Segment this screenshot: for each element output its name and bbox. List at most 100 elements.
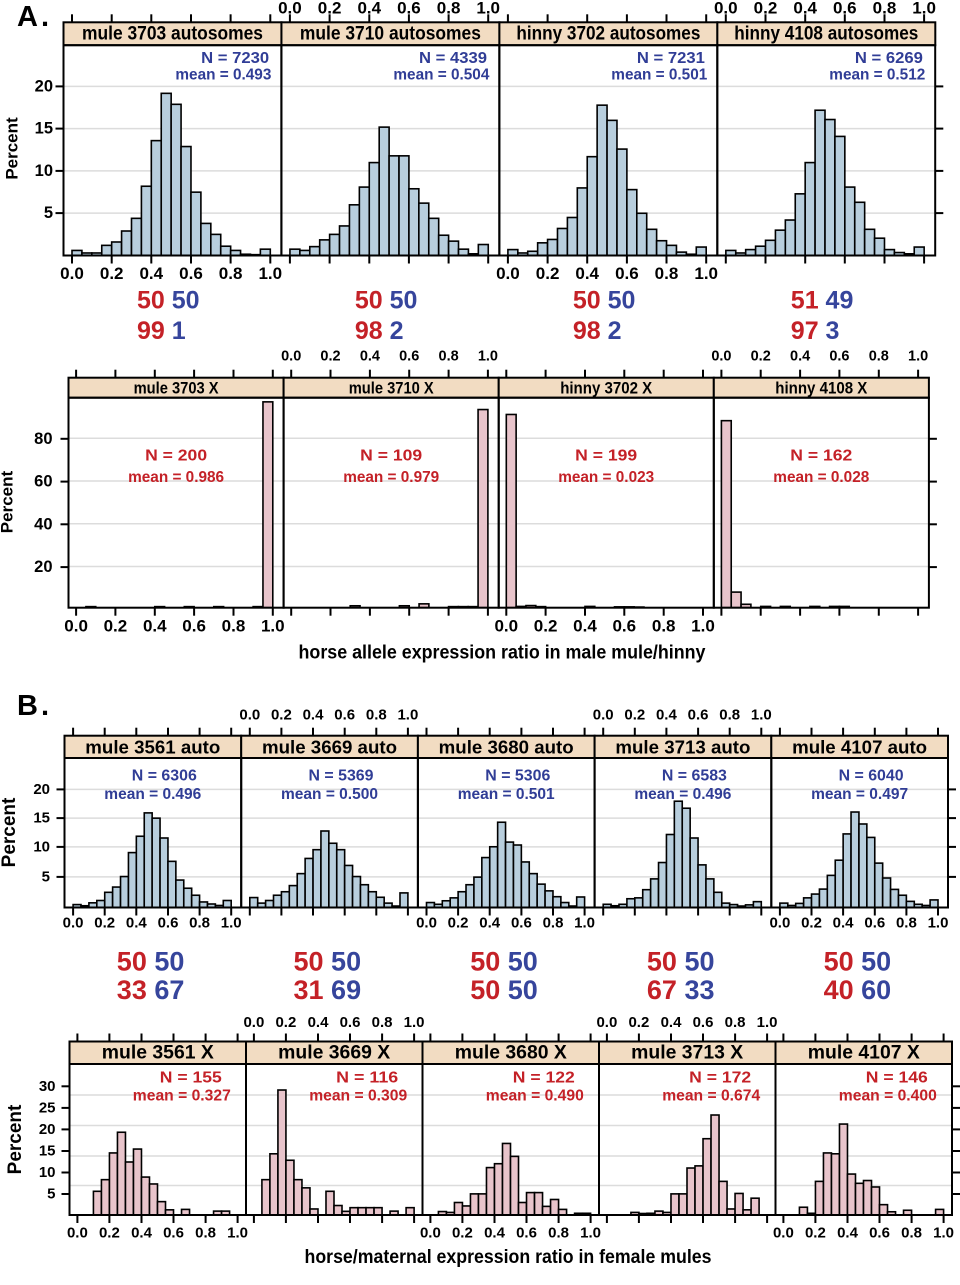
svg-text:10: 10 <box>33 838 50 855</box>
svg-text:mule 4107 auto: mule 4107 auto <box>792 737 927 757</box>
svg-text:0.0: 0.0 <box>711 348 731 364</box>
svg-text:0.2: 0.2 <box>448 915 469 932</box>
svg-text:0.8: 0.8 <box>437 0 461 18</box>
svg-text:1.0: 1.0 <box>580 1225 601 1242</box>
svg-text:0.8: 0.8 <box>439 348 459 364</box>
svg-text:0.6: 0.6 <box>693 1014 714 1031</box>
svg-text:0.0: 0.0 <box>494 617 518 636</box>
svg-text:50 50: 50 50 <box>573 287 636 315</box>
svg-text:1.0: 1.0 <box>258 264 282 283</box>
svg-text:mean = 0.400: mean = 0.400 <box>839 1088 937 1105</box>
svg-text:20: 20 <box>34 558 52 576</box>
svg-text:horse/maternal expression rati: horse/maternal expression ratio in femal… <box>305 1247 712 1268</box>
svg-text:N = 4339: N = 4339 <box>419 50 487 67</box>
svg-text:mule 3713 X: mule 3713 X <box>631 1043 743 1064</box>
svg-text:0.6: 0.6 <box>688 706 709 723</box>
svg-text:1.0: 1.0 <box>933 1225 954 1242</box>
svg-text:mean = 0.500: mean = 0.500 <box>281 786 378 803</box>
svg-text:0.6: 0.6 <box>179 264 203 283</box>
svg-text:0.4: 0.4 <box>573 617 597 636</box>
svg-text:0.8: 0.8 <box>719 706 740 723</box>
svg-text:mean = 0.501: mean = 0.501 <box>458 786 555 803</box>
svg-text:mean = 0.986: mean = 0.986 <box>128 469 224 486</box>
svg-text:mule 3703 X: mule 3703 X <box>134 379 220 398</box>
svg-text:0.6: 0.6 <box>334 706 355 723</box>
svg-text:mule 3680 auto: mule 3680 auto <box>439 737 574 757</box>
svg-text:N = 7230: N = 7230 <box>201 50 269 67</box>
svg-text:0.8: 0.8 <box>652 617 676 636</box>
svg-text:0.4: 0.4 <box>661 1014 683 1031</box>
svg-text:0.4: 0.4 <box>357 0 381 18</box>
svg-text:mean = 0.497: mean = 0.497 <box>811 786 908 803</box>
svg-text:1.0: 1.0 <box>757 1014 778 1031</box>
svg-text:0.4: 0.4 <box>303 706 325 723</box>
svg-text:0.2: 0.2 <box>94 915 115 932</box>
svg-text:31 69: 31 69 <box>294 975 362 1005</box>
svg-text:50 50: 50 50 <box>824 946 892 976</box>
svg-text:hinny 3702 X: hinny 3702 X <box>560 379 653 398</box>
svg-text:10: 10 <box>39 1164 56 1181</box>
svg-text:0.8: 0.8 <box>195 1225 216 1242</box>
svg-text:51 49: 51 49 <box>791 287 854 315</box>
svg-text:mule 4107 X: mule 4107 X <box>808 1043 920 1064</box>
svg-text:20: 20 <box>35 77 53 95</box>
svg-text:1.0: 1.0 <box>751 706 772 723</box>
svg-text:0.2: 0.2 <box>536 264 560 283</box>
svg-text:0.0: 0.0 <box>773 1225 794 1242</box>
svg-text:N = 6040: N = 6040 <box>839 768 904 785</box>
svg-text:0.6: 0.6 <box>869 1225 890 1242</box>
svg-text:0.6: 0.6 <box>615 264 639 283</box>
svg-text:0.4: 0.4 <box>126 915 148 932</box>
svg-text:0.0: 0.0 <box>420 1225 441 1242</box>
svg-text:0.8: 0.8 <box>655 264 679 283</box>
svg-text:mule 3713 auto: mule 3713 auto <box>615 737 750 757</box>
svg-text:0.6: 0.6 <box>399 348 419 364</box>
svg-text:mule 3669 auto: mule 3669 auto <box>262 737 397 757</box>
svg-text:1.0: 1.0 <box>574 915 595 932</box>
svg-text:hinny 3702 autosomes: hinny 3702 autosomes <box>516 24 700 45</box>
svg-text:0.2: 0.2 <box>100 264 124 283</box>
svg-text:mule 3561 X: mule 3561 X <box>102 1043 214 1064</box>
svg-text:67 33: 67 33 <box>647 975 715 1005</box>
svg-text:98 2: 98 2 <box>355 317 404 345</box>
svg-text:0.0: 0.0 <box>596 1014 617 1031</box>
svg-text:0.2: 0.2 <box>805 1225 826 1242</box>
svg-text:0.2: 0.2 <box>452 1225 473 1242</box>
svg-text:mean = 0.309: mean = 0.309 <box>309 1088 407 1105</box>
svg-text:0.6: 0.6 <box>833 0 857 18</box>
svg-text:0.0: 0.0 <box>239 706 260 723</box>
svg-text:mean = 0.496: mean = 0.496 <box>634 786 731 803</box>
svg-text:0.2: 0.2 <box>751 348 771 364</box>
svg-text:N = 6269: N = 6269 <box>855 50 923 67</box>
svg-text:0.0: 0.0 <box>278 0 302 18</box>
svg-text:60: 60 <box>34 473 52 491</box>
svg-text:50 50: 50 50 <box>117 946 185 976</box>
svg-text:hinny 4108 autosomes: hinny 4108 autosomes <box>734 24 918 45</box>
svg-text:hinny 4108 X: hinny 4108 X <box>775 379 868 398</box>
svg-text:0.0: 0.0 <box>714 0 738 18</box>
svg-text:mean = 0.512: mean = 0.512 <box>829 67 925 84</box>
svg-text:mule 3669 X: mule 3669 X <box>278 1043 390 1064</box>
svg-text:Percent: Percent <box>0 797 20 867</box>
svg-text:0.6: 0.6 <box>864 915 885 932</box>
svg-text:mule 3710 X: mule 3710 X <box>349 379 435 398</box>
svg-text:99 1: 99 1 <box>137 317 186 345</box>
svg-text:mean = 0.496: mean = 0.496 <box>104 786 201 803</box>
svg-text:50 50: 50 50 <box>470 946 538 976</box>
svg-text:mean = 0.501: mean = 0.501 <box>611 67 707 84</box>
svg-text:50 50: 50 50 <box>470 975 538 1005</box>
svg-text:0.2: 0.2 <box>534 617 558 636</box>
svg-text:25: 25 <box>39 1099 56 1116</box>
svg-text:Percent: Percent <box>3 117 22 180</box>
svg-text:mule 3680 X: mule 3680 X <box>455 1043 567 1064</box>
svg-text:0.4: 0.4 <box>833 915 855 932</box>
svg-text:0.0: 0.0 <box>63 915 84 932</box>
svg-text:0.4: 0.4 <box>484 1225 506 1242</box>
svg-text:5: 5 <box>47 1186 55 1203</box>
svg-text:0.0: 0.0 <box>67 1225 88 1242</box>
svg-text:20: 20 <box>33 781 50 798</box>
svg-text:0.8: 0.8 <box>372 1014 393 1031</box>
svg-text:N = 122: N = 122 <box>513 1070 575 1087</box>
svg-text:50 50: 50 50 <box>137 287 200 315</box>
svg-text:0.8: 0.8 <box>222 617 246 636</box>
